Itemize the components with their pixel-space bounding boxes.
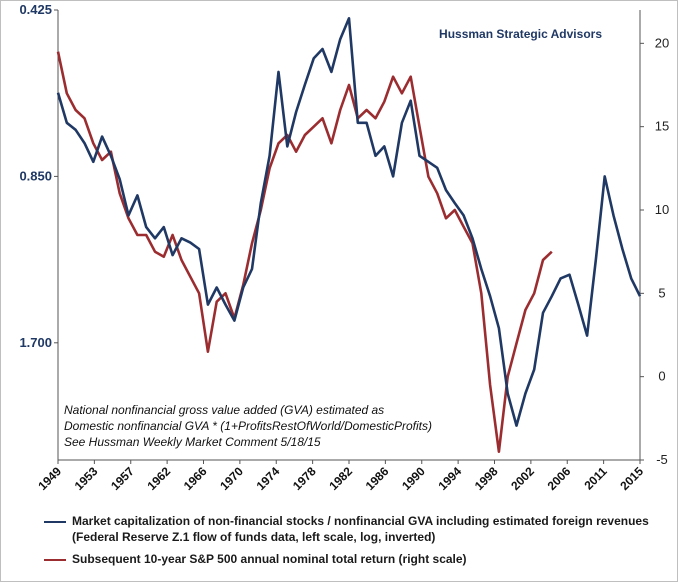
- note-line: National nonfinancial gross value added …: [64, 403, 385, 417]
- x-tick-label: 1986: [363, 464, 392, 493]
- x-tick-label: 1949: [35, 464, 64, 493]
- x-tick-label: 2011: [581, 464, 610, 493]
- right-tick-label: 15: [655, 119, 669, 134]
- chart-note: National nonfinancial gross value added …: [64, 402, 432, 450]
- note-line: See Hussman Weekly Market Comment 5/18/1…: [64, 435, 321, 449]
- source-label: Hussman Strategic Advisors: [439, 27, 602, 41]
- x-tick-label: 2015: [617, 464, 646, 493]
- x-tick-label: 1966: [181, 464, 210, 493]
- right-tick-label: 20: [655, 35, 669, 50]
- x-tick-label: 2006: [545, 464, 574, 493]
- x-tick-label: 1953: [72, 464, 101, 493]
- x-tick-label: 1974: [254, 464, 283, 493]
- series-line-valuation: [56, 16, 642, 427]
- right-tick-label: 0: [658, 369, 665, 384]
- right-tick-label: 5: [658, 285, 665, 300]
- x-tick-label: 1982: [326, 464, 355, 493]
- left-tick-label: 0.850: [19, 168, 52, 183]
- legend-swatch-return: [44, 559, 66, 561]
- x-tick-label: 1994: [435, 464, 464, 493]
- x-tick-label: 1962: [144, 464, 173, 493]
- x-tick-label: 1998: [472, 464, 501, 493]
- legend-item-valuation: Market capitalization of non-financial s…: [44, 513, 649, 545]
- legend-swatch-valuation: [44, 521, 66, 523]
- x-tick-label: 1970: [217, 464, 246, 493]
- x-tick-label: 1978: [290, 464, 319, 493]
- left-tick-label: 0.425: [19, 2, 52, 17]
- right-tick-label: 10: [655, 202, 669, 217]
- right-tick-label: -5: [656, 452, 668, 467]
- legend-label-return: Subsequent 10-year S&P 500 annual nomina…: [72, 552, 467, 566]
- legend-item-return: Subsequent 10-year S&P 500 annual nomina…: [44, 551, 649, 567]
- legend-label-valuation: Market capitalization of non-financial s…: [72, 514, 649, 528]
- x-tick-label: 2002: [508, 464, 537, 493]
- series-line-subsequent-return: [56, 51, 553, 454]
- legend-label-valuation-line2: (Federal Reserve Z.1 flow of funds data,…: [72, 530, 436, 544]
- x-tick-label: 1990: [399, 464, 428, 493]
- left-tick-label: 1.700: [19, 335, 52, 350]
- legend: Market capitalization of non-financial s…: [44, 513, 649, 573]
- x-tick-label: 1957: [108, 464, 137, 493]
- note-line: Domestic nonfinancial GVA * (1+ProfitsRe…: [64, 419, 433, 433]
